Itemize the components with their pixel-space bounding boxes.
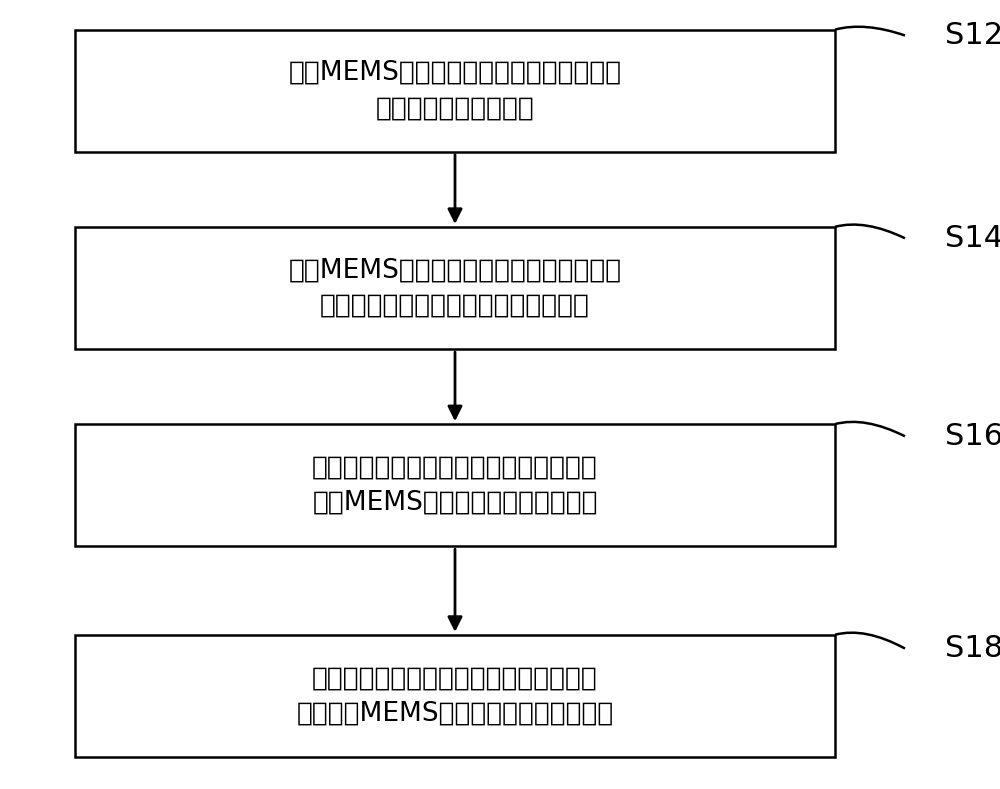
FancyBboxPatch shape xyxy=(75,29,835,152)
Text: S14: S14 xyxy=(945,224,1000,252)
FancyBboxPatch shape xyxy=(75,227,835,349)
Text: S16: S16 xyxy=(945,422,1000,451)
Text: S18: S18 xyxy=(945,634,1000,663)
Text: 根据MEMS加速度计的结构参数、所述预载: 根据MEMS加速度计的结构参数、所述预载 xyxy=(288,257,622,283)
FancyBboxPatch shape xyxy=(75,424,835,546)
Text: 获取所述MEMS加速度计的寄生失配电容: 获取所述MEMS加速度计的寄生失配电容 xyxy=(296,701,614,727)
Text: S12: S12 xyxy=(945,21,1000,50)
Text: 根据所述结构参数和所述拟合参数，获取: 根据所述结构参数和所述拟合参数，获取 xyxy=(312,454,598,481)
Text: 根据所述结构参数和所述机械梁弯曲量，: 根据所述结构参数和所述机械梁弯曲量， xyxy=(312,665,598,691)
FancyBboxPatch shape xyxy=(75,634,835,757)
Text: 电压及对应的输出电压: 电压及对应的输出电压 xyxy=(376,95,534,122)
Text: 获取MEMS加速度计工作时的至少两个预载: 获取MEMS加速度计工作时的至少两个预载 xyxy=(288,60,622,86)
Text: 电压及对应的输出电压，获取拟合参数: 电压及对应的输出电压，获取拟合参数 xyxy=(320,293,590,319)
Text: 所述MEMS加速度计的机械梁弯曲量: 所述MEMS加速度计的机械梁弯曲量 xyxy=(312,490,598,516)
